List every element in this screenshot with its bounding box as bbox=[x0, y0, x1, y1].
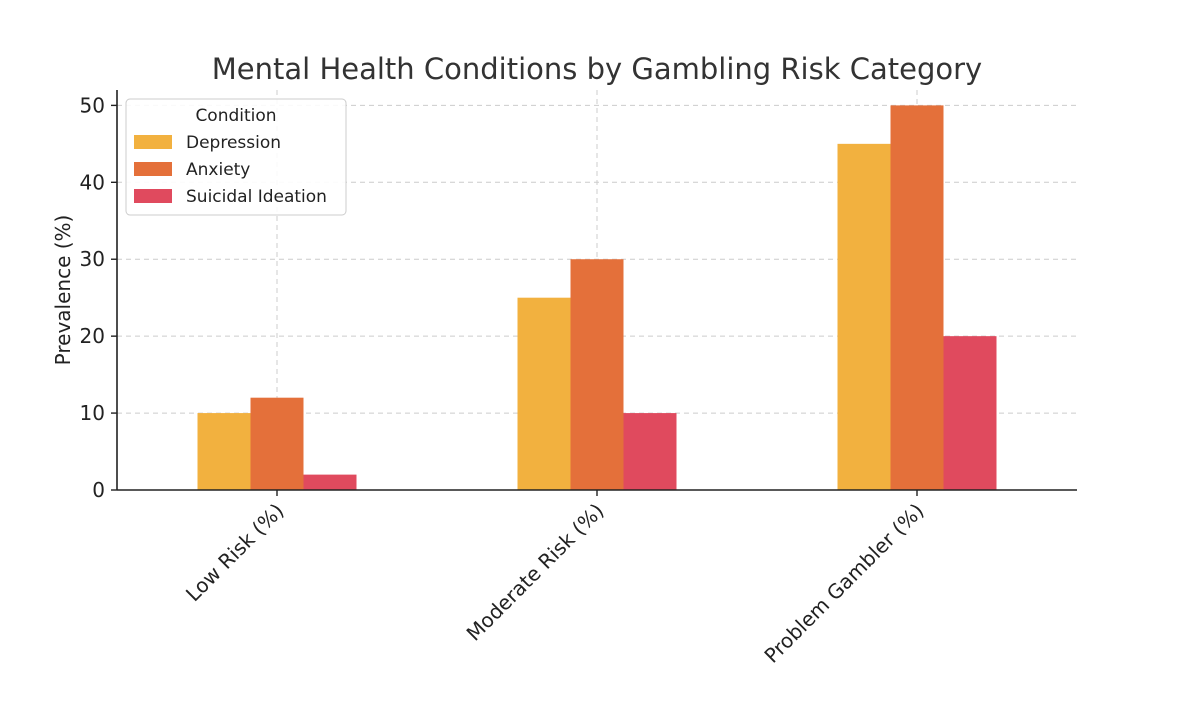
chart-title: Mental Health Conditions by Gambling Ris… bbox=[212, 52, 982, 86]
y-tick-label: 40 bbox=[80, 170, 105, 194]
bar-suicidal-ideation-1 bbox=[623, 413, 677, 490]
legend-label: Depression bbox=[186, 133, 281, 153]
bar-anxiety-1 bbox=[570, 259, 624, 490]
x-tick-label: Moderate Risk (%) bbox=[462, 499, 609, 646]
legend-swatch bbox=[134, 189, 172, 203]
bar-anxiety-0 bbox=[250, 397, 304, 490]
x-tick-label: Problem Gambler (%) bbox=[759, 499, 928, 668]
legend-items: Depression Anxiety Suicidal Ideation bbox=[134, 133, 327, 207]
bar-anxiety-2 bbox=[890, 105, 944, 490]
bar-depression-1 bbox=[517, 297, 571, 490]
y-tick-label: 30 bbox=[80, 247, 105, 271]
bars bbox=[197, 105, 997, 490]
bar-depression-0 bbox=[197, 413, 251, 490]
legend-label: Anxiety bbox=[186, 160, 250, 180]
bar-suicidal-ideation-0 bbox=[303, 474, 357, 490]
legend-swatch bbox=[134, 135, 172, 149]
legend: Condition Depression Anxiety Suicidal Idea… bbox=[125, 98, 347, 216]
bar-depression-2 bbox=[837, 143, 891, 490]
y-axis-label: Prevalence (%) bbox=[51, 215, 75, 366]
x-tick-label: Low Risk (%) bbox=[181, 499, 289, 607]
bar-suicidal-ideation-2 bbox=[943, 336, 997, 490]
legend-label: Suicidal Ideation bbox=[186, 187, 327, 207]
legend-swatch bbox=[134, 162, 172, 176]
legend-title: Condition bbox=[195, 106, 276, 126]
y-tick-label: 10 bbox=[80, 401, 105, 425]
axes bbox=[111, 90, 1077, 496]
y-tick-label: 50 bbox=[80, 93, 105, 117]
legend-box bbox=[125, 98, 347, 216]
y-tick-label: 20 bbox=[80, 324, 105, 348]
y-tick-label: 0 bbox=[92, 478, 105, 502]
